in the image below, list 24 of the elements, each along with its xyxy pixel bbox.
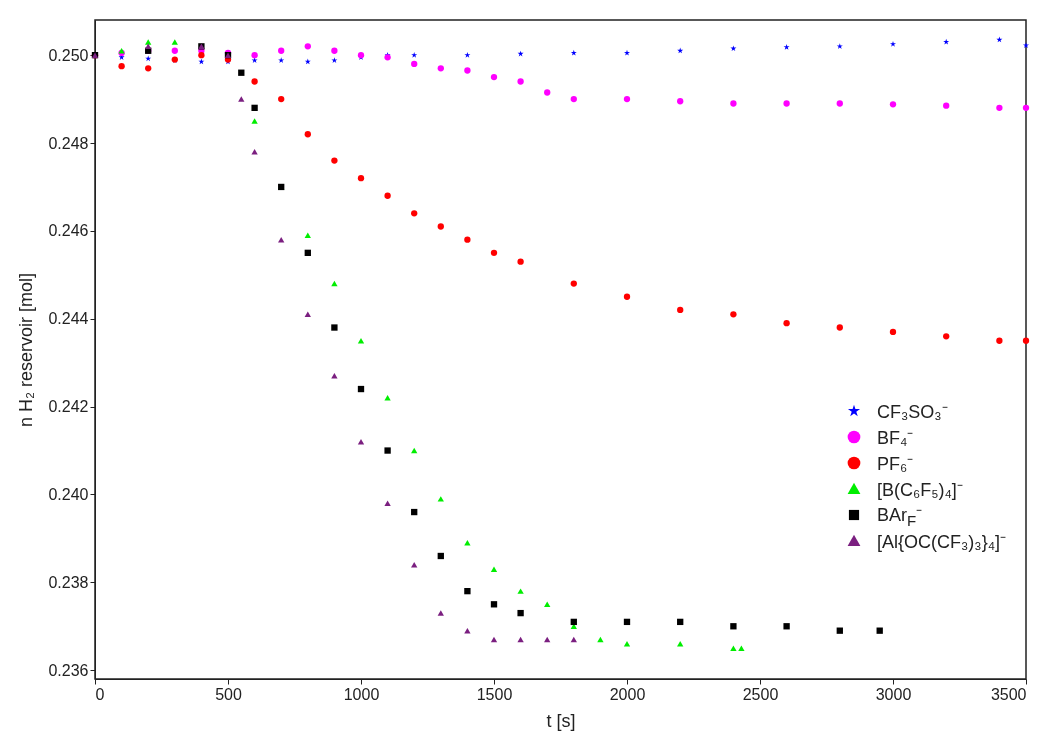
y-tick-label: 0.240 xyxy=(48,485,89,503)
y-tick-label: 0.238 xyxy=(48,573,89,591)
legend-label: CF₃SO₃⁻ xyxy=(876,401,948,423)
x-tick-label: 1500 xyxy=(476,685,513,703)
x-tick-label: 2500 xyxy=(742,685,779,703)
x-axis-title: t [s] xyxy=(546,710,576,731)
y-tick-label: 0.242 xyxy=(48,398,89,416)
y-tick-label: 0.244 xyxy=(48,310,89,328)
legend-label: [Al{OC(CF₃)₃}₄]⁻ xyxy=(876,531,1006,553)
legend-label: BF₄⁻ xyxy=(876,427,914,449)
legend-label: [B(C₆F₅)₄]⁻ xyxy=(876,479,963,501)
y-tick-label: 0.248 xyxy=(48,134,89,152)
y-axis-title: n H₂ reservoir [mol] xyxy=(16,272,37,428)
x-tick-label: 500 xyxy=(215,685,242,703)
x-tick-label: 3000 xyxy=(875,685,912,703)
legend-label: PF₆⁻ xyxy=(876,453,914,475)
x-tick-label: 1000 xyxy=(343,685,380,703)
y-tick-label: 0.246 xyxy=(48,222,89,240)
y-tick-label: 0.250 xyxy=(48,46,89,64)
y-tick-label: 0.236 xyxy=(48,661,89,679)
legend-label: BAr$_{F}$⁻ xyxy=(876,503,923,529)
x-tick-label: 2000 xyxy=(609,685,646,703)
x-tick-label: 3500 xyxy=(990,685,1027,703)
x-tick-label: 0 xyxy=(95,685,105,703)
